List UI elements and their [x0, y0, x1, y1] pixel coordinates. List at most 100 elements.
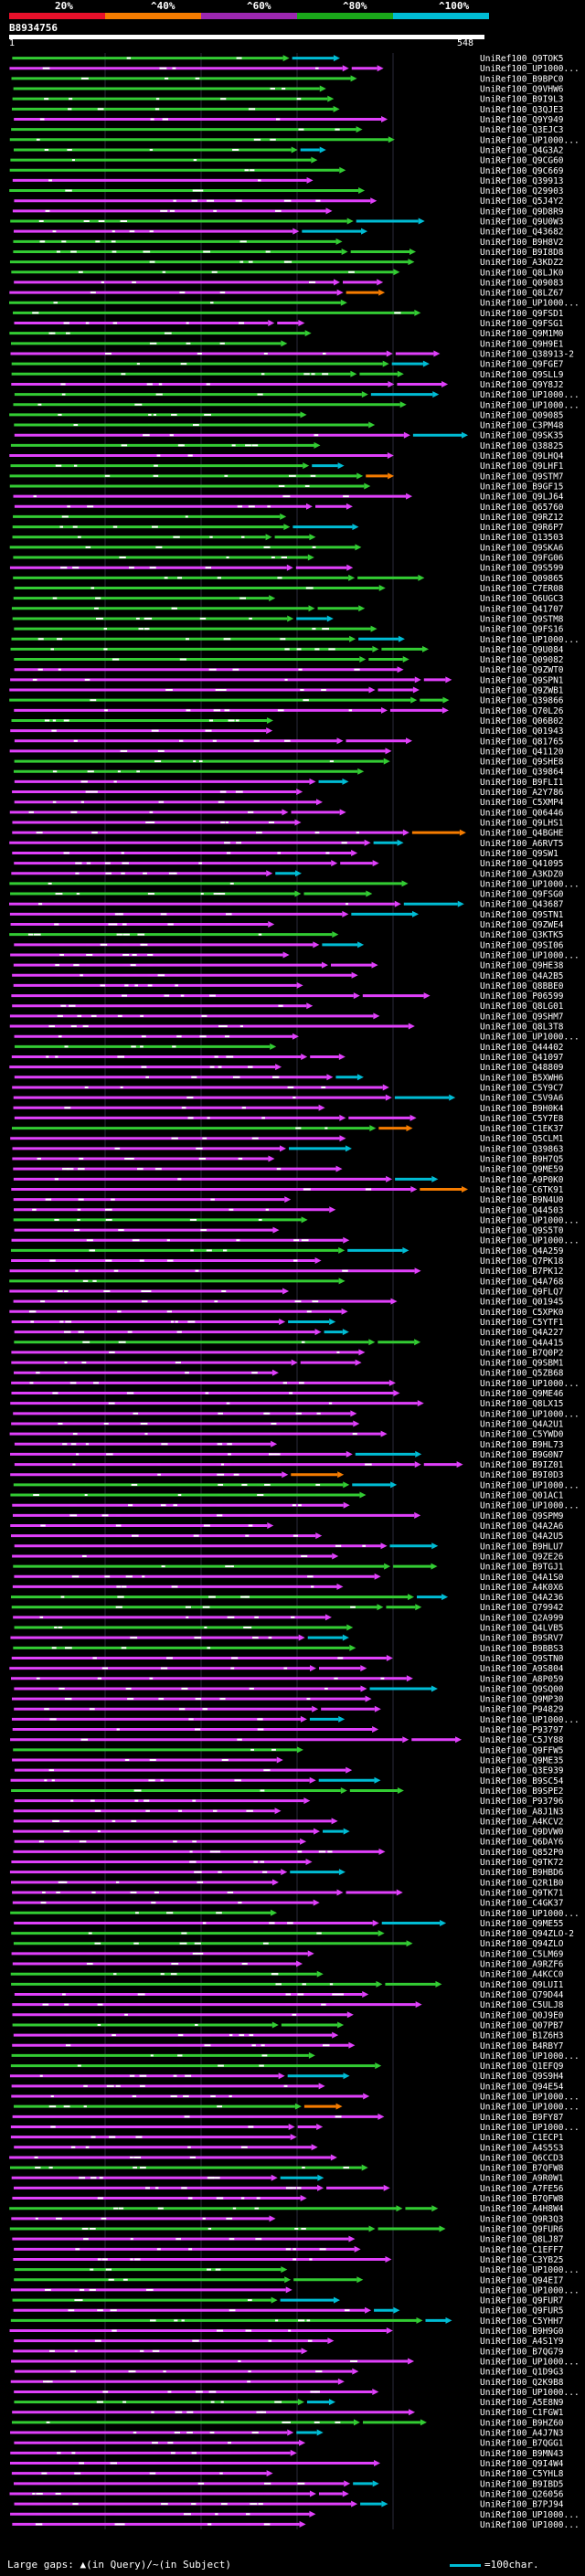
hit-id-link[interactable]: UniRef100_UP1000...	[480, 2093, 580, 2103]
hit-id-link[interactable]: UniRef100_Q8LG01	[480, 1002, 564, 1012]
hit-row[interactable]: UniRef100_Q44402	[14, 1043, 564, 1053]
hit-id-link[interactable]: UniRef100_Q09865	[480, 574, 564, 584]
hit-row[interactable]: UniRef100_UP1000...	[10, 2123, 580, 2133]
hit-row[interactable]: UniRef100_C3PM48	[14, 421, 564, 431]
hit-id-link[interactable]: UniRef100_Q9SPM9	[480, 1511, 564, 1521]
hit-row[interactable]: UniRef100_A4KCC0	[10, 1970, 564, 1980]
hit-id-link[interactable]: UniRef100_Q39863	[480, 1144, 564, 1154]
hit-id-link[interactable]: UniRef100_Q43687	[480, 900, 564, 910]
hit-id-link[interactable]: UniRef100_UP1000...	[480, 1379, 580, 1389]
hit-id-link[interactable]: UniRef100_C5V9A6	[480, 1094, 564, 1104]
hit-row[interactable]: UniRef100_Q6DAY6	[14, 1838, 564, 1848]
hit-id-link[interactable]: UniRef100_Q9FG06	[480, 554, 564, 564]
hit-row[interactable]: UniRef100_B9SC54	[10, 1776, 564, 1786]
hit-row[interactable]: UniRef100_UP1000...	[10, 2510, 580, 2520]
hit-id-link[interactable]: UniRef100_Q8LZ67	[480, 289, 564, 299]
hit-id-link[interactable]: UniRef100_Q9FSD1	[480, 309, 564, 319]
hit-id-link[interactable]: UniRef100_Q4LVB5	[480, 1624, 564, 1634]
hit-id-link[interactable]: UniRef100_B9I8D8	[480, 248, 564, 258]
hit-row[interactable]: UniRef100_Q9R3Q3	[11, 2214, 564, 2224]
hit-row[interactable]: UniRef100_Q41120	[9, 747, 564, 757]
hit-row[interactable]: UniRef100_Q9FUR7	[12, 2296, 564, 2306]
hit-id-link[interactable]: UniRef100_UP1000...	[480, 635, 580, 645]
hit-row[interactable]: UniRef100_C1ECP1	[10, 2133, 564, 2143]
hit-id-link[interactable]: UniRef100_Q1EFQ9	[480, 2062, 564, 2072]
hit-row[interactable]: UniRef100_Q9STN0	[11, 1654, 564, 1664]
hit-row[interactable]: UniRef100_UP1000...	[12, 1501, 580, 1511]
hit-id-link[interactable]: UniRef100_C5LM69	[480, 1949, 564, 1959]
hit-id-link[interactable]: UniRef100_Q9HE38	[480, 961, 564, 971]
hit-row[interactable]: UniRef100_Q9C669	[9, 166, 564, 176]
hit-id-link[interactable]: UniRef100_UP1000...	[480, 2123, 580, 2133]
hit-row[interactable]: UniRef100_Q8L3T8	[9, 1023, 564, 1033]
hit-id-link[interactable]: UniRef100_Q07PB7	[480, 2020, 564, 2030]
hit-row[interactable]: UniRef100_UP1000...	[11, 635, 580, 645]
hit-id-link[interactable]: UniRef100_B7Q0P2	[480, 1348, 564, 1358]
hit-row[interactable]: UniRef100_C5JY88	[10, 1735, 564, 1745]
hit-id-link[interactable]: UniRef100_C5Y7E8	[480, 1114, 564, 1124]
hit-row[interactable]: UniRef100_Q9U0W3	[10, 217, 564, 228]
hit-id-link[interactable]: UniRef100_A4H8W4	[480, 2204, 564, 2214]
hit-row[interactable]: UniRef100_A7FE56	[13, 2184, 564, 2194]
hit-row[interactable]: UniRef100_P93797	[12, 1725, 564, 1735]
hit-row[interactable]: UniRef100_Q9S9H4	[9, 2072, 564, 2082]
hit-row[interactable]: UniRef100_Q3EJC3	[11, 125, 564, 135]
hit-row[interactable]: UniRef100_C5XMP4	[14, 798, 564, 808]
hit-id-link[interactable]: UniRef100_Q3QJE3	[480, 105, 564, 115]
hit-row[interactable]: UniRef100_Q9FLQ7	[9, 1288, 564, 1298]
hit-row[interactable]: UniRef100_Q9FSG0	[10, 890, 564, 900]
hit-id-link[interactable]: UniRef100_Q4A415	[480, 1338, 564, 1348]
hit-row[interactable]: UniRef100_C5Y7E8	[14, 1114, 564, 1124]
hit-row[interactable]: UniRef100_UP1000...	[11, 1379, 580, 1389]
hit-row[interactable]: UniRef100_C5XPK0	[9, 1308, 564, 1318]
hit-row[interactable]: UniRef100_B9FY87	[12, 2113, 564, 2123]
hit-id-link[interactable]: UniRef100_Q9STN0	[480, 1654, 564, 1664]
hit-row[interactable]: UniRef100_Q07PB7	[12, 2020, 564, 2030]
hit-row[interactable]: UniRef100_Q9ME35	[12, 1756, 564, 1766]
hit-id-link[interactable]: UniRef100_Q9ZWB1	[480, 686, 564, 696]
hit-row[interactable]: UniRef100_Q41707	[11, 604, 564, 614]
hit-row[interactable]: UniRef100_Q4A415	[14, 1338, 564, 1348]
hit-id-link[interactable]: UniRef100_UP1000...	[480, 879, 580, 889]
hit-row[interactable]: UniRef100_A9R0W1	[11, 2174, 564, 2184]
hit-row[interactable]: UniRef100_Q01AC1	[10, 1491, 564, 1501]
hit-id-link[interactable]: UniRef100_A4KCC0	[480, 1970, 564, 1980]
hit-row[interactable]: UniRef100_B9HL73	[14, 1440, 564, 1450]
hit-id-link[interactable]: UniRef100_Q5J4Y2	[480, 196, 564, 207]
hit-id-link[interactable]: UniRef100_Q2R1B0	[480, 1878, 564, 1888]
hit-row[interactable]: UniRef100_B9I0D3	[10, 1470, 564, 1480]
hit-row[interactable]: UniRef100_Q48809	[9, 1063, 564, 1073]
hit-row[interactable]: UniRef100_Q43682	[13, 228, 564, 238]
hit-id-link[interactable]: UniRef100_Q41097	[480, 1053, 564, 1063]
hit-id-link[interactable]: UniRef100_Q09082	[480, 655, 564, 665]
hit-row[interactable]: UniRef100_Q4LVB5	[14, 1624, 564, 1634]
hit-id-link[interactable]: UniRef100_B9I0D3	[480, 1470, 564, 1480]
hit-id-link[interactable]: UniRef100_Q9STM7	[480, 472, 564, 482]
hit-row[interactable]: UniRef100_Q9FUR5	[13, 2306, 564, 2316]
hit-row[interactable]: UniRef100_P93796	[14, 1797, 564, 1807]
hit-row[interactable]: UniRef100_Q26056	[9, 2489, 564, 2499]
hit-id-link[interactable]: UniRef100_UP1000...	[480, 1715, 580, 1725]
hit-id-link[interactable]: UniRef100_Q9VHW6	[480, 85, 564, 95]
hit-id-link[interactable]: UniRef100_A9RZF6	[480, 1960, 564, 1970]
hit-id-link[interactable]: UniRef100_B7QFW8	[480, 2194, 564, 2204]
hit-id-link[interactable]: UniRef100_Q01943	[480, 726, 564, 737]
hit-id-link[interactable]: UniRef100_Q8LJ87	[480, 2235, 564, 2245]
hit-row[interactable]: UniRef100_A3KDZ2	[9, 258, 564, 268]
hit-row[interactable]: UniRef100_C1FGW1	[12, 2408, 564, 2418]
hit-row[interactable]: UniRef100_Q9ME46	[11, 1389, 564, 1399]
hit-row[interactable]: UniRef100_B7QFW8	[9, 2164, 564, 2174]
hit-row[interactable]: UniRef100_Q9FSG1	[14, 319, 564, 329]
hit-row[interactable]: UniRef100_Q9VHW6	[13, 85, 564, 95]
hit-row[interactable]: UniRef100_Q94EI7	[14, 2275, 564, 2285]
hit-row[interactable]: UniRef100_Q0J9E0	[12, 2010, 564, 2020]
hit-id-link[interactable]: UniRef100_Q39864	[480, 768, 564, 778]
hit-id-link[interactable]: UniRef100_B9BBS3	[480, 1644, 564, 1654]
hit-id-link[interactable]: UniRef100_UP1000...	[480, 1033, 580, 1043]
hit-id-link[interactable]: UniRef100_C5YTF1	[480, 1318, 564, 1328]
hit-row[interactable]: UniRef100_Q9STM8	[12, 614, 564, 624]
hit-id-link[interactable]: UniRef100_B9IZ01	[480, 1460, 564, 1470]
hit-row[interactable]: UniRef100_Q65760	[14, 503, 564, 513]
hit-row[interactable]: UniRef100_Q852P0	[13, 1848, 564, 1858]
hit-row[interactable]: UniRef100_UP1000...	[13, 1480, 580, 1490]
